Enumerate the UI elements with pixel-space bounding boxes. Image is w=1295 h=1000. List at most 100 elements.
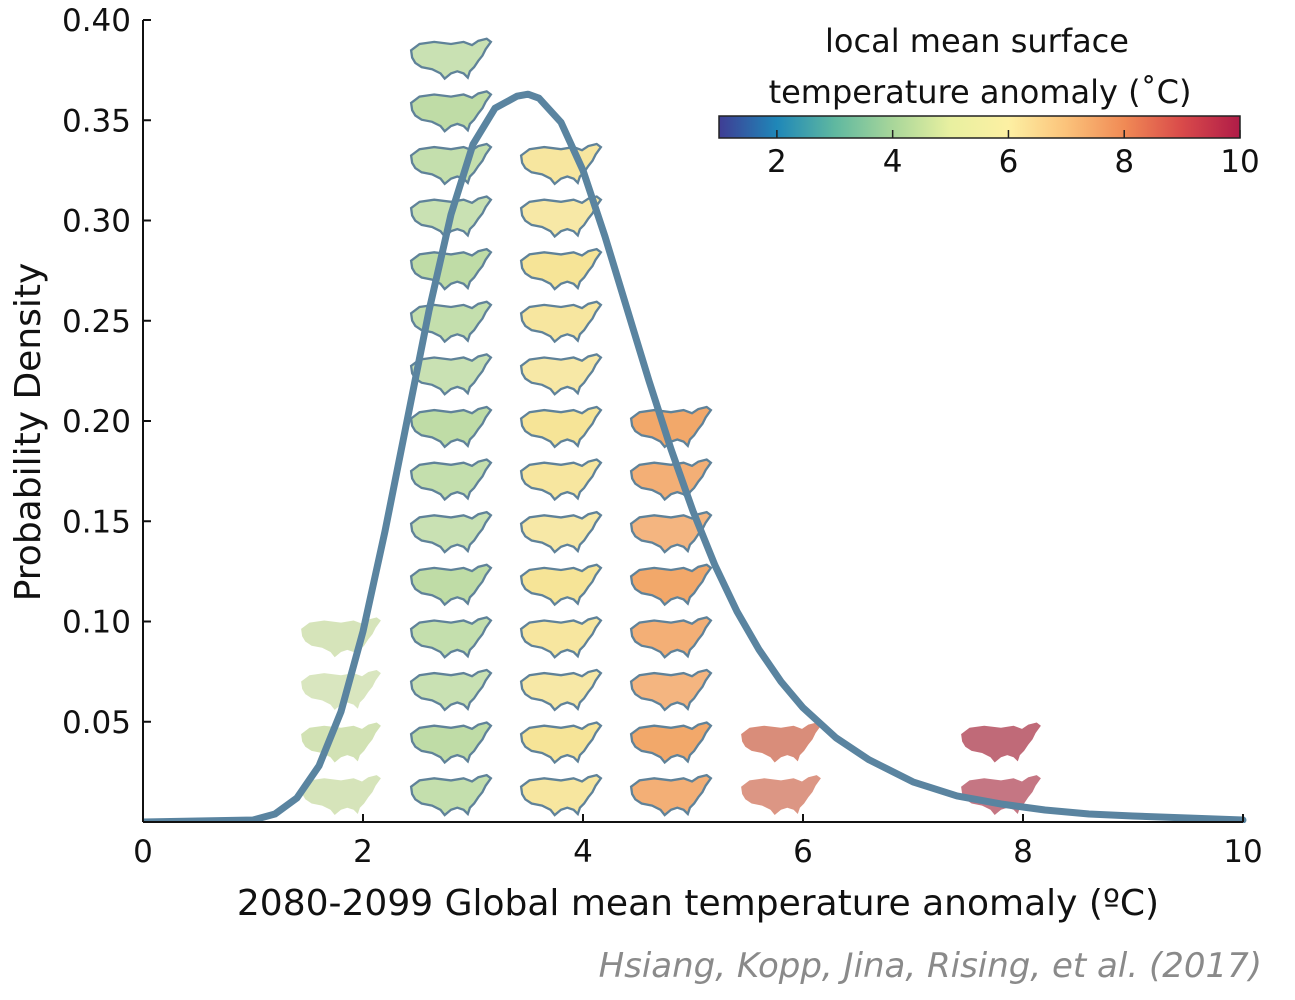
us-map-shape (519, 300, 603, 344)
us-map-shape (519, 353, 603, 396)
us-map-thumbnail (409, 563, 493, 607)
us-map-shape (629, 563, 713, 607)
us-map-thumbnail (519, 721, 603, 765)
us-map-shape (519, 773, 603, 817)
us-map-thumbnail (519, 405, 603, 449)
colorbar (718, 115, 1241, 139)
us-map-thumbnail (519, 353, 603, 396)
us-map-shape (629, 616, 713, 659)
us-map-shape (629, 668, 713, 712)
us-map-shape (519, 458, 603, 502)
us-map-shape (409, 353, 493, 396)
colorbar-tick-label: 8 (1114, 144, 1134, 180)
us-map-shape (519, 195, 603, 239)
us-map-thumbnail (519, 773, 603, 817)
x-tick-label: 2 (353, 834, 373, 870)
us-map-thumbnail (629, 721, 713, 765)
y-tick-label: 0.35 (62, 103, 131, 139)
us-map-thumbnail (301, 617, 381, 658)
colorbar-tick-label: 6 (999, 144, 1019, 180)
us-map-shape (409, 37, 493, 81)
us-map-shape (519, 668, 603, 712)
us-map-thumbnail (409, 668, 493, 712)
us-map-thumbnail (519, 563, 603, 607)
us-map-thumbnail (961, 722, 1041, 763)
us-map-thumbnail (409, 90, 493, 133)
x-axis-title: 2080-2099 Global mean temperature anomal… (237, 883, 1159, 924)
us-map-thumbnail (409, 458, 493, 502)
y-axis-title: Probability Density (8, 263, 49, 602)
us-map-thumbnail (409, 247, 493, 291)
us-map-shape (409, 247, 493, 291)
us-map-thumbnail (519, 195, 603, 239)
x-tick-label: 6 (793, 834, 813, 870)
x-tick-label: 4 (573, 834, 593, 870)
us-map-shape (629, 773, 713, 817)
us-map-thumbnail (741, 775, 821, 816)
us-map-thumbnail (519, 510, 603, 554)
density-curve (143, 90, 1247, 823)
us-map-shape (519, 247, 603, 291)
colorbar-tick-label: 10 (1220, 144, 1259, 180)
us-map-thumbnail (629, 458, 713, 502)
us-map-shape (409, 510, 493, 554)
us-map-thumbnail (629, 616, 713, 659)
us-map-thumbnail (301, 722, 381, 763)
y-tick-label: 0.40 (62, 3, 131, 39)
x-tick-label: 8 (1013, 834, 1033, 870)
y-tick-label: 0.30 (62, 204, 131, 240)
colorbar-tick-label: 2 (767, 144, 787, 180)
us-map-thumbnail (629, 510, 713, 554)
x-tick-label: 10 (1223, 834, 1262, 870)
us-map-thumbnail (409, 616, 493, 659)
map-thumbnails (301, 37, 1041, 817)
us-map-shape (629, 405, 713, 449)
us-map-thumbnail (629, 405, 713, 449)
us-map-thumbnail (519, 300, 603, 344)
us-map-thumbnail (741, 722, 821, 763)
us-map-shape (301, 722, 381, 763)
us-map-thumbnail (629, 668, 713, 712)
us-map-shape (301, 617, 381, 658)
credit-text: Hsiang, Kopp, Jina, Rising, et al. (2017… (599, 946, 1262, 986)
us-map-shape (629, 458, 713, 502)
us-map-thumbnail (409, 721, 493, 765)
us-map-shape (409, 90, 493, 133)
us-map-shape (519, 563, 603, 607)
us-map-shape (519, 405, 603, 449)
us-map-thumbnail (519, 247, 603, 291)
us-map-shape (409, 773, 493, 817)
colorbar-title-line1: local mean surface (825, 22, 1129, 60)
y-tick-label: 0.20 (62, 404, 131, 440)
y-tick-label: 0.15 (62, 504, 131, 540)
us-map-thumbnail (409, 510, 493, 554)
y-tick-label: 0.10 (62, 605, 131, 641)
us-map-thumbnail (629, 563, 713, 607)
us-map-shape (409, 458, 493, 502)
us-map-thumbnail (409, 773, 493, 817)
us-map-shape (629, 510, 713, 554)
us-map-shape (519, 721, 603, 765)
us-map-thumbnail (409, 37, 493, 81)
us-map-thumbnail (629, 773, 713, 817)
us-map-shape (409, 142, 493, 186)
us-map-shape (519, 616, 603, 659)
y-tick-label: 0.25 (62, 304, 131, 340)
us-map-thumbnail (409, 405, 493, 449)
us-map-shape (409, 616, 493, 659)
us-map-shape (301, 775, 381, 816)
us-map-shape (519, 510, 603, 554)
us-map-shape (741, 722, 821, 763)
us-map-shape (961, 722, 1041, 763)
us-map-thumbnail (519, 668, 603, 712)
x-axis-ticks: 0 2 4 6 8 10 (133, 814, 1263, 870)
x-tick-label: 0 (133, 834, 153, 870)
us-map-thumbnail (409, 142, 493, 186)
colorbar-tick-label: 4 (883, 144, 903, 180)
us-map-thumbnail (519, 458, 603, 502)
us-map-shape (409, 721, 493, 765)
us-map-shape (409, 668, 493, 712)
us-map-shape (301, 669, 381, 710)
us-map-thumbnail (519, 616, 603, 659)
